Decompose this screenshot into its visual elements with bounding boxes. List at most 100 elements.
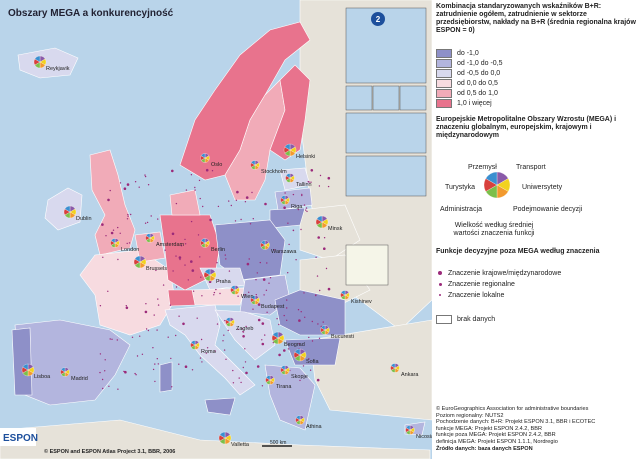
- functions-heading: Funkcje decyzyjne poza MEGA według znacz…: [436, 248, 600, 255]
- decision-dot: [287, 348, 290, 350]
- class-label: od -1,0 do -0,5: [457, 60, 503, 67]
- poland: [214, 219, 286, 281]
- decision-dot: [304, 316, 306, 318]
- decision-dot: [228, 200, 230, 202]
- class-swatch: [436, 69, 452, 78]
- class-swatch: [436, 99, 452, 108]
- mega-pies: [21, 55, 415, 445]
- decision-dot: [179, 258, 181, 261]
- decision-dot: [319, 174, 322, 177]
- decision-dot: [171, 386, 173, 388]
- decision-dot: [225, 258, 227, 260]
- decision-dot: [119, 182, 122, 184]
- city-label: Sofia: [306, 359, 319, 365]
- decision-dot: [248, 258, 250, 260]
- decision-dot: [300, 228, 302, 231]
- decision-dot: [315, 294, 317, 297]
- decision-dot: [147, 329, 150, 332]
- decision-dot: [191, 269, 195, 272]
- decision-dot: [141, 353, 144, 355]
- decision-dot: [298, 343, 300, 345]
- decision-dot: [157, 304, 160, 306]
- map-title: Obszary MEGA a konkurencyjność: [8, 8, 174, 19]
- class-label: od -0,5 do 0,0: [457, 70, 501, 77]
- decision-dot: [269, 277, 272, 279]
- pie-slice: [284, 143, 291, 151]
- switzerland: [167, 289, 196, 307]
- decision-dot: [261, 385, 264, 387]
- pie-slice: [250, 295, 256, 301]
- pie-label: Uniwersytety: [522, 184, 563, 191]
- decision-dot: [286, 319, 288, 321]
- decision-dot: [145, 328, 148, 330]
- pie-slice: [260, 240, 266, 246]
- decision-dot: [245, 325, 247, 328]
- decision-dot: [109, 338, 111, 340]
- decision-dot: [162, 284, 165, 286]
- decision-dot: [196, 317, 198, 319]
- inset-frame: [345, 112, 427, 154]
- pie-slice: [34, 55, 41, 63]
- decision-dot: [128, 242, 131, 244]
- function-label: Znaczenie lokalne: [448, 292, 505, 299]
- city-label: Warszawa: [271, 249, 297, 255]
- decision-dot: [184, 238, 186, 241]
- decision-dot: [237, 295, 239, 297]
- decision-dot: [154, 380, 156, 383]
- decision-dots: [99, 168, 331, 390]
- inset-frame: [399, 85, 427, 111]
- decision-dot: [187, 279, 189, 281]
- turkey: [309, 319, 432, 421]
- size-note: Wielkość według średniej wartości znacze…: [453, 222, 535, 237]
- decision-dot: [302, 365, 305, 367]
- decision-dot: [156, 329, 158, 331]
- decision-dot: [255, 294, 257, 296]
- decision-dot: [315, 256, 317, 258]
- decision-dot: [257, 303, 261, 306]
- decision-dot: [144, 222, 147, 224]
- decision-dot: [286, 307, 288, 309]
- decision-dot: [325, 267, 328, 270]
- pie-slice: [272, 331, 279, 339]
- pie-slice: [280, 365, 286, 371]
- pie-slice: [230, 285, 236, 291]
- decision-dot: [209, 218, 212, 222]
- pie-slice: [285, 173, 291, 179]
- decision-dot: [144, 175, 147, 178]
- decision-dot: [175, 334, 177, 337]
- decision-dot: [105, 235, 107, 237]
- city-label: Madrid: [71, 376, 88, 382]
- decision-dot: [216, 323, 219, 325]
- decision-dot: [323, 247, 326, 250]
- decision-dot: [227, 329, 229, 332]
- decision-dot: [223, 349, 226, 351]
- decision-dot: [180, 245, 183, 247]
- decision-dot: [297, 208, 300, 211]
- decision-dot: [261, 339, 263, 341]
- city-label: Kishinev: [351, 299, 372, 305]
- decision-dot: [215, 288, 217, 291]
- decision-dot: [322, 321, 324, 323]
- city-label: Dublin: [76, 216, 92, 222]
- decision-dot: [306, 210, 308, 213]
- decision-dot: [236, 190, 239, 194]
- uk: [89, 149, 136, 256]
- pie-slice: [200, 153, 206, 159]
- decision-dot: [223, 334, 225, 336]
- decision-dot: [157, 298, 159, 300]
- decision-dot: [104, 370, 106, 372]
- pie-slice: [190, 340, 196, 346]
- city-label: Stockholm: [261, 169, 287, 175]
- inset-frame: [345, 7, 427, 84]
- decision-dot: [184, 264, 186, 266]
- decision-dot: [134, 372, 136, 375]
- pie-label: Podejmowanie decyzji: [513, 206, 583, 213]
- decision-dot: [238, 377, 240, 379]
- city-label: Minsk: [328, 226, 343, 232]
- function-dot: [439, 294, 441, 296]
- city-label: Athina: [306, 424, 323, 430]
- city-label: Riga: [291, 204, 303, 210]
- decision-dot: [303, 204, 306, 206]
- decision-dot: [278, 323, 280, 326]
